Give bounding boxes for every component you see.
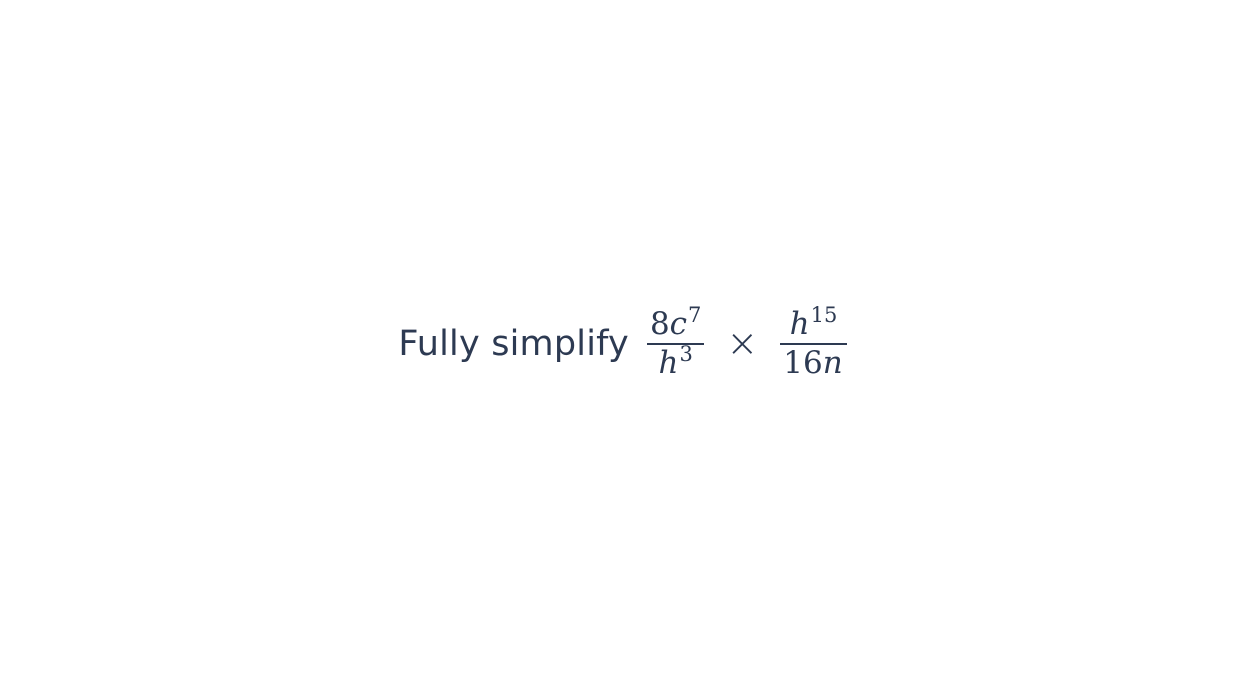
- fraction-2-numerator-exponent: 15: [810, 302, 838, 327]
- fraction-1-denominator: h3: [656, 341, 696, 381]
- fraction-2-denominator-variable: n: [822, 344, 843, 381]
- multiply-operator: ×: [726, 320, 759, 365]
- fraction-1-numerator-exponent: 7: [688, 302, 702, 327]
- fraction-2-denominator-coefficient: 16: [783, 344, 823, 381]
- fraction-1-denominator-exponent: 3: [679, 341, 693, 366]
- fraction-2-bar: [780, 342, 847, 345]
- fraction-1-numerator-variable: c: [669, 305, 688, 342]
- math-expression: 8c7 h3 × h15 16n: [645, 304, 849, 381]
- fraction-1-numerator-coefficient: 8: [649, 305, 670, 342]
- fraction-1: 8c7 h3: [646, 304, 705, 381]
- question-prompt: Fully simplify: [398, 324, 629, 364]
- fraction-1-numerator: 8c7: [647, 304, 704, 343]
- fraction-2-denominator: 16n: [780, 345, 846, 379]
- fraction-1-denominator-variable: h: [658, 344, 679, 381]
- fraction-2-numerator: h15: [787, 304, 841, 343]
- fraction-1-bar: [646, 342, 705, 345]
- fraction-2-numerator-variable: h: [789, 305, 810, 342]
- fraction-2: h15 16n: [780, 304, 847, 379]
- question-line: Fully simplify 8c7 h3 × h15 16n: [398, 304, 849, 381]
